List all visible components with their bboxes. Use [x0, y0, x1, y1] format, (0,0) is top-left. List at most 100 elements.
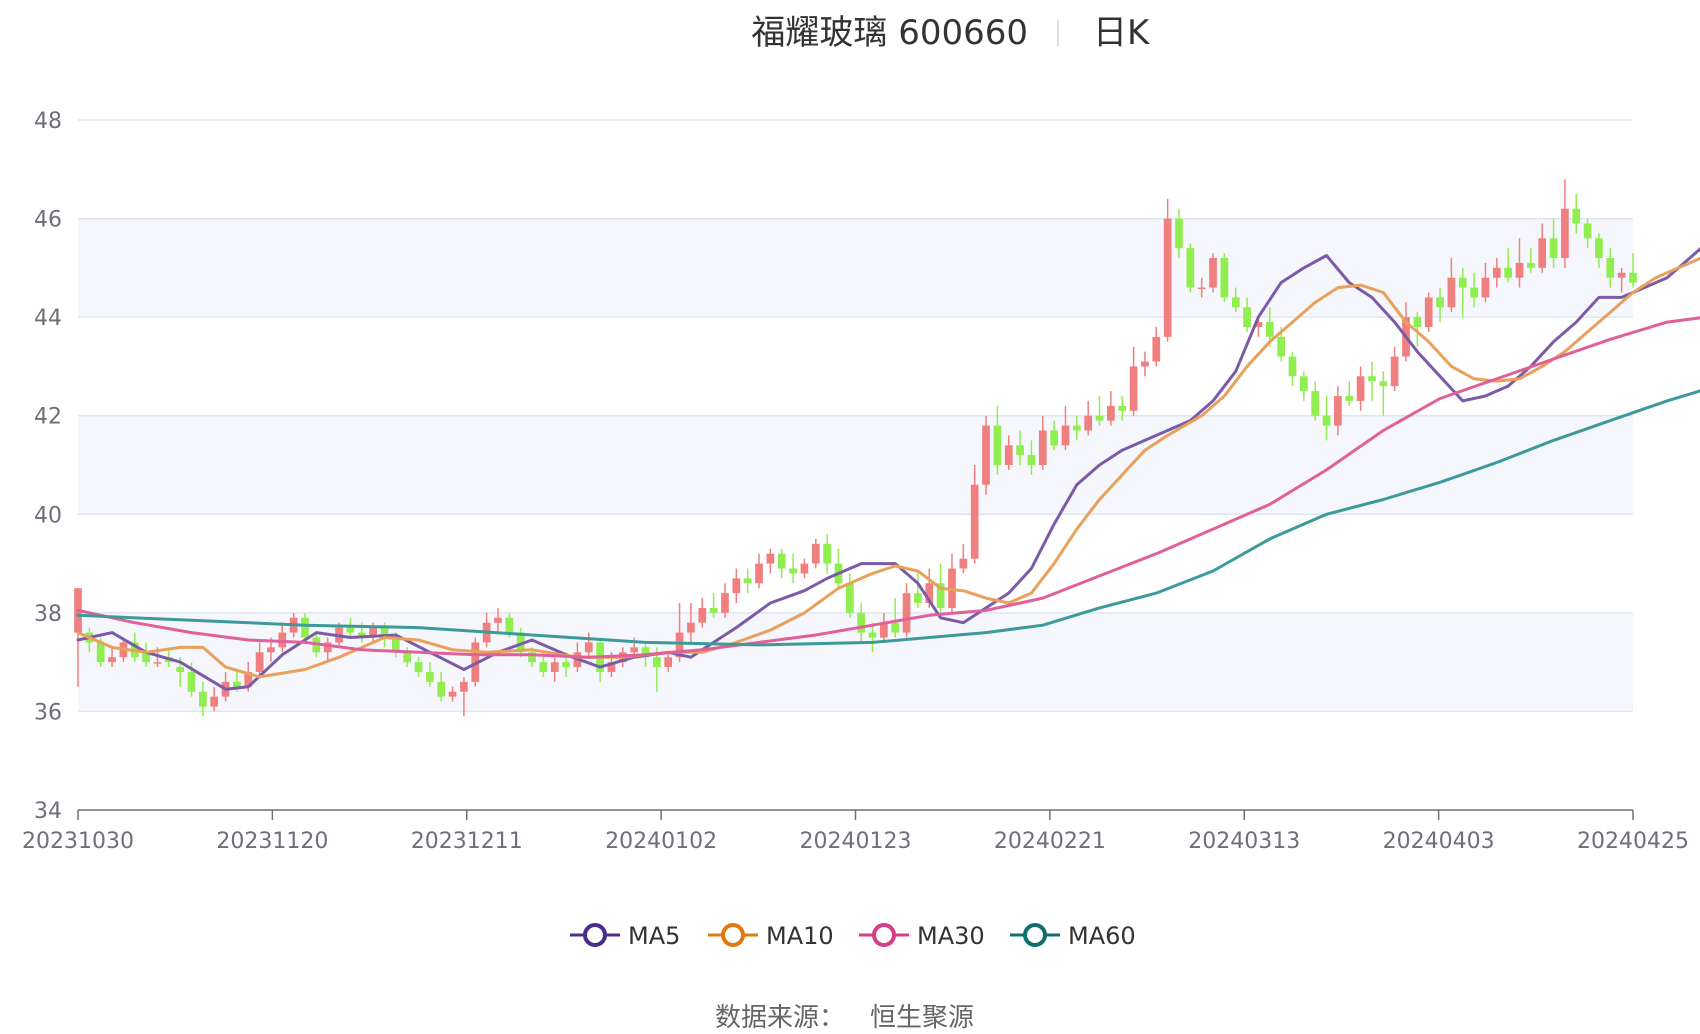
candle — [1526, 248, 1535, 273]
y-tick-label: 40 — [34, 503, 62, 528]
source-label: 数据来源： — [715, 1003, 845, 1033]
candle — [1095, 396, 1104, 426]
candle — [142, 642, 150, 668]
candles — [74, 179, 1637, 717]
candle — [198, 681, 207, 717]
candle — [845, 573, 854, 618]
legend-label: MA10 — [766, 922, 834, 950]
candle — [1436, 287, 1444, 323]
legend-item-ma30[interactable]: MA30 — [859, 922, 985, 950]
grid-band — [78, 415, 1633, 515]
candle — [1492, 258, 1501, 288]
chart-period-tab[interactable]: 日K — [1093, 13, 1151, 53]
candle — [1572, 193, 1581, 234]
candle — [721, 583, 729, 618]
candle — [993, 405, 1002, 475]
candle — [687, 603, 695, 643]
x-tick-label: 20240123 — [800, 829, 912, 854]
candle — [755, 553, 763, 589]
candle — [1504, 248, 1513, 283]
candle — [1016, 430, 1024, 465]
x-tick-label: 20231030 — [22, 829, 134, 854]
candle — [1288, 351, 1297, 387]
candle — [1334, 386, 1342, 436]
candle — [1368, 361, 1376, 401]
candle — [948, 553, 956, 613]
candle — [1322, 396, 1331, 441]
candle — [1209, 253, 1217, 293]
candle — [426, 662, 434, 687]
candle — [777, 548, 786, 579]
candle — [210, 686, 219, 712]
chart-title: 福耀玻璃 600660 — [751, 13, 1028, 53]
candle — [709, 593, 718, 618]
candle — [891, 598, 900, 638]
legend-marker-icon — [721, 923, 745, 947]
candle — [1299, 371, 1308, 401]
candle — [1004, 435, 1013, 470]
grid-band — [78, 218, 1633, 318]
candle — [1231, 287, 1240, 313]
candle — [460, 676, 468, 717]
legend-marker-icon — [872, 923, 896, 947]
legend-item-ma5[interactable]: MA5 — [570, 922, 680, 950]
y-tick-label: 36 — [34, 700, 62, 725]
candle — [823, 534, 831, 574]
candle — [811, 538, 820, 569]
series-line-ma30 — [76, 316, 1700, 659]
candle — [834, 548, 843, 589]
candle — [1617, 267, 1626, 293]
candle — [1175, 208, 1183, 258]
candle — [664, 652, 673, 672]
candle — [1220, 253, 1229, 303]
candle — [1118, 396, 1127, 421]
candle — [914, 573, 922, 608]
candle — [902, 583, 911, 638]
candle — [1186, 243, 1195, 293]
candle — [1424, 292, 1433, 332]
candle — [1538, 223, 1547, 273]
x-tick-label: 20240221 — [994, 829, 1106, 854]
candle — [1481, 262, 1490, 303]
candle — [1549, 218, 1558, 268]
series-line-ma60 — [76, 389, 1700, 647]
candle — [789, 553, 797, 584]
x-tick-label: 20240102 — [605, 829, 717, 854]
candle — [448, 686, 457, 702]
candle — [584, 632, 593, 658]
x-tick-label: 20240403 — [1383, 829, 1495, 854]
legend-label: MA60 — [1068, 922, 1136, 950]
chart-grid — [78, 119, 1633, 713]
candle — [800, 558, 809, 579]
y-tick-label: 46 — [34, 208, 62, 233]
candle — [1583, 218, 1592, 249]
candle — [1027, 440, 1036, 475]
candle — [868, 622, 877, 653]
candle — [982, 415, 990, 495]
legend-item-ma60[interactable]: MA60 — [1010, 922, 1136, 950]
candle — [108, 647, 116, 668]
series-line-ma5 — [76, 247, 1700, 691]
candle — [1061, 405, 1070, 451]
candle — [1595, 233, 1603, 268]
candle — [414, 657, 423, 677]
candle — [1606, 248, 1615, 288]
candle — [1379, 371, 1388, 416]
candle — [1129, 346, 1138, 416]
y-tick-label: 38 — [34, 602, 62, 627]
candle — [516, 627, 525, 658]
x-axis: 20231030 20231120 20231211 20240102 20240123… — [22, 809, 1689, 854]
candle — [1413, 312, 1422, 347]
candle — [323, 637, 332, 663]
candle — [1470, 272, 1478, 308]
candle — [698, 598, 707, 628]
candle — [1038, 415, 1047, 470]
candle — [1447, 258, 1456, 313]
candle — [1311, 381, 1320, 421]
candle — [1152, 327, 1161, 367]
candle — [255, 642, 264, 677]
candle — [1163, 198, 1172, 342]
candle — [1107, 391, 1115, 426]
legend-item-ma10[interactable]: MA10 — [708, 922, 834, 950]
